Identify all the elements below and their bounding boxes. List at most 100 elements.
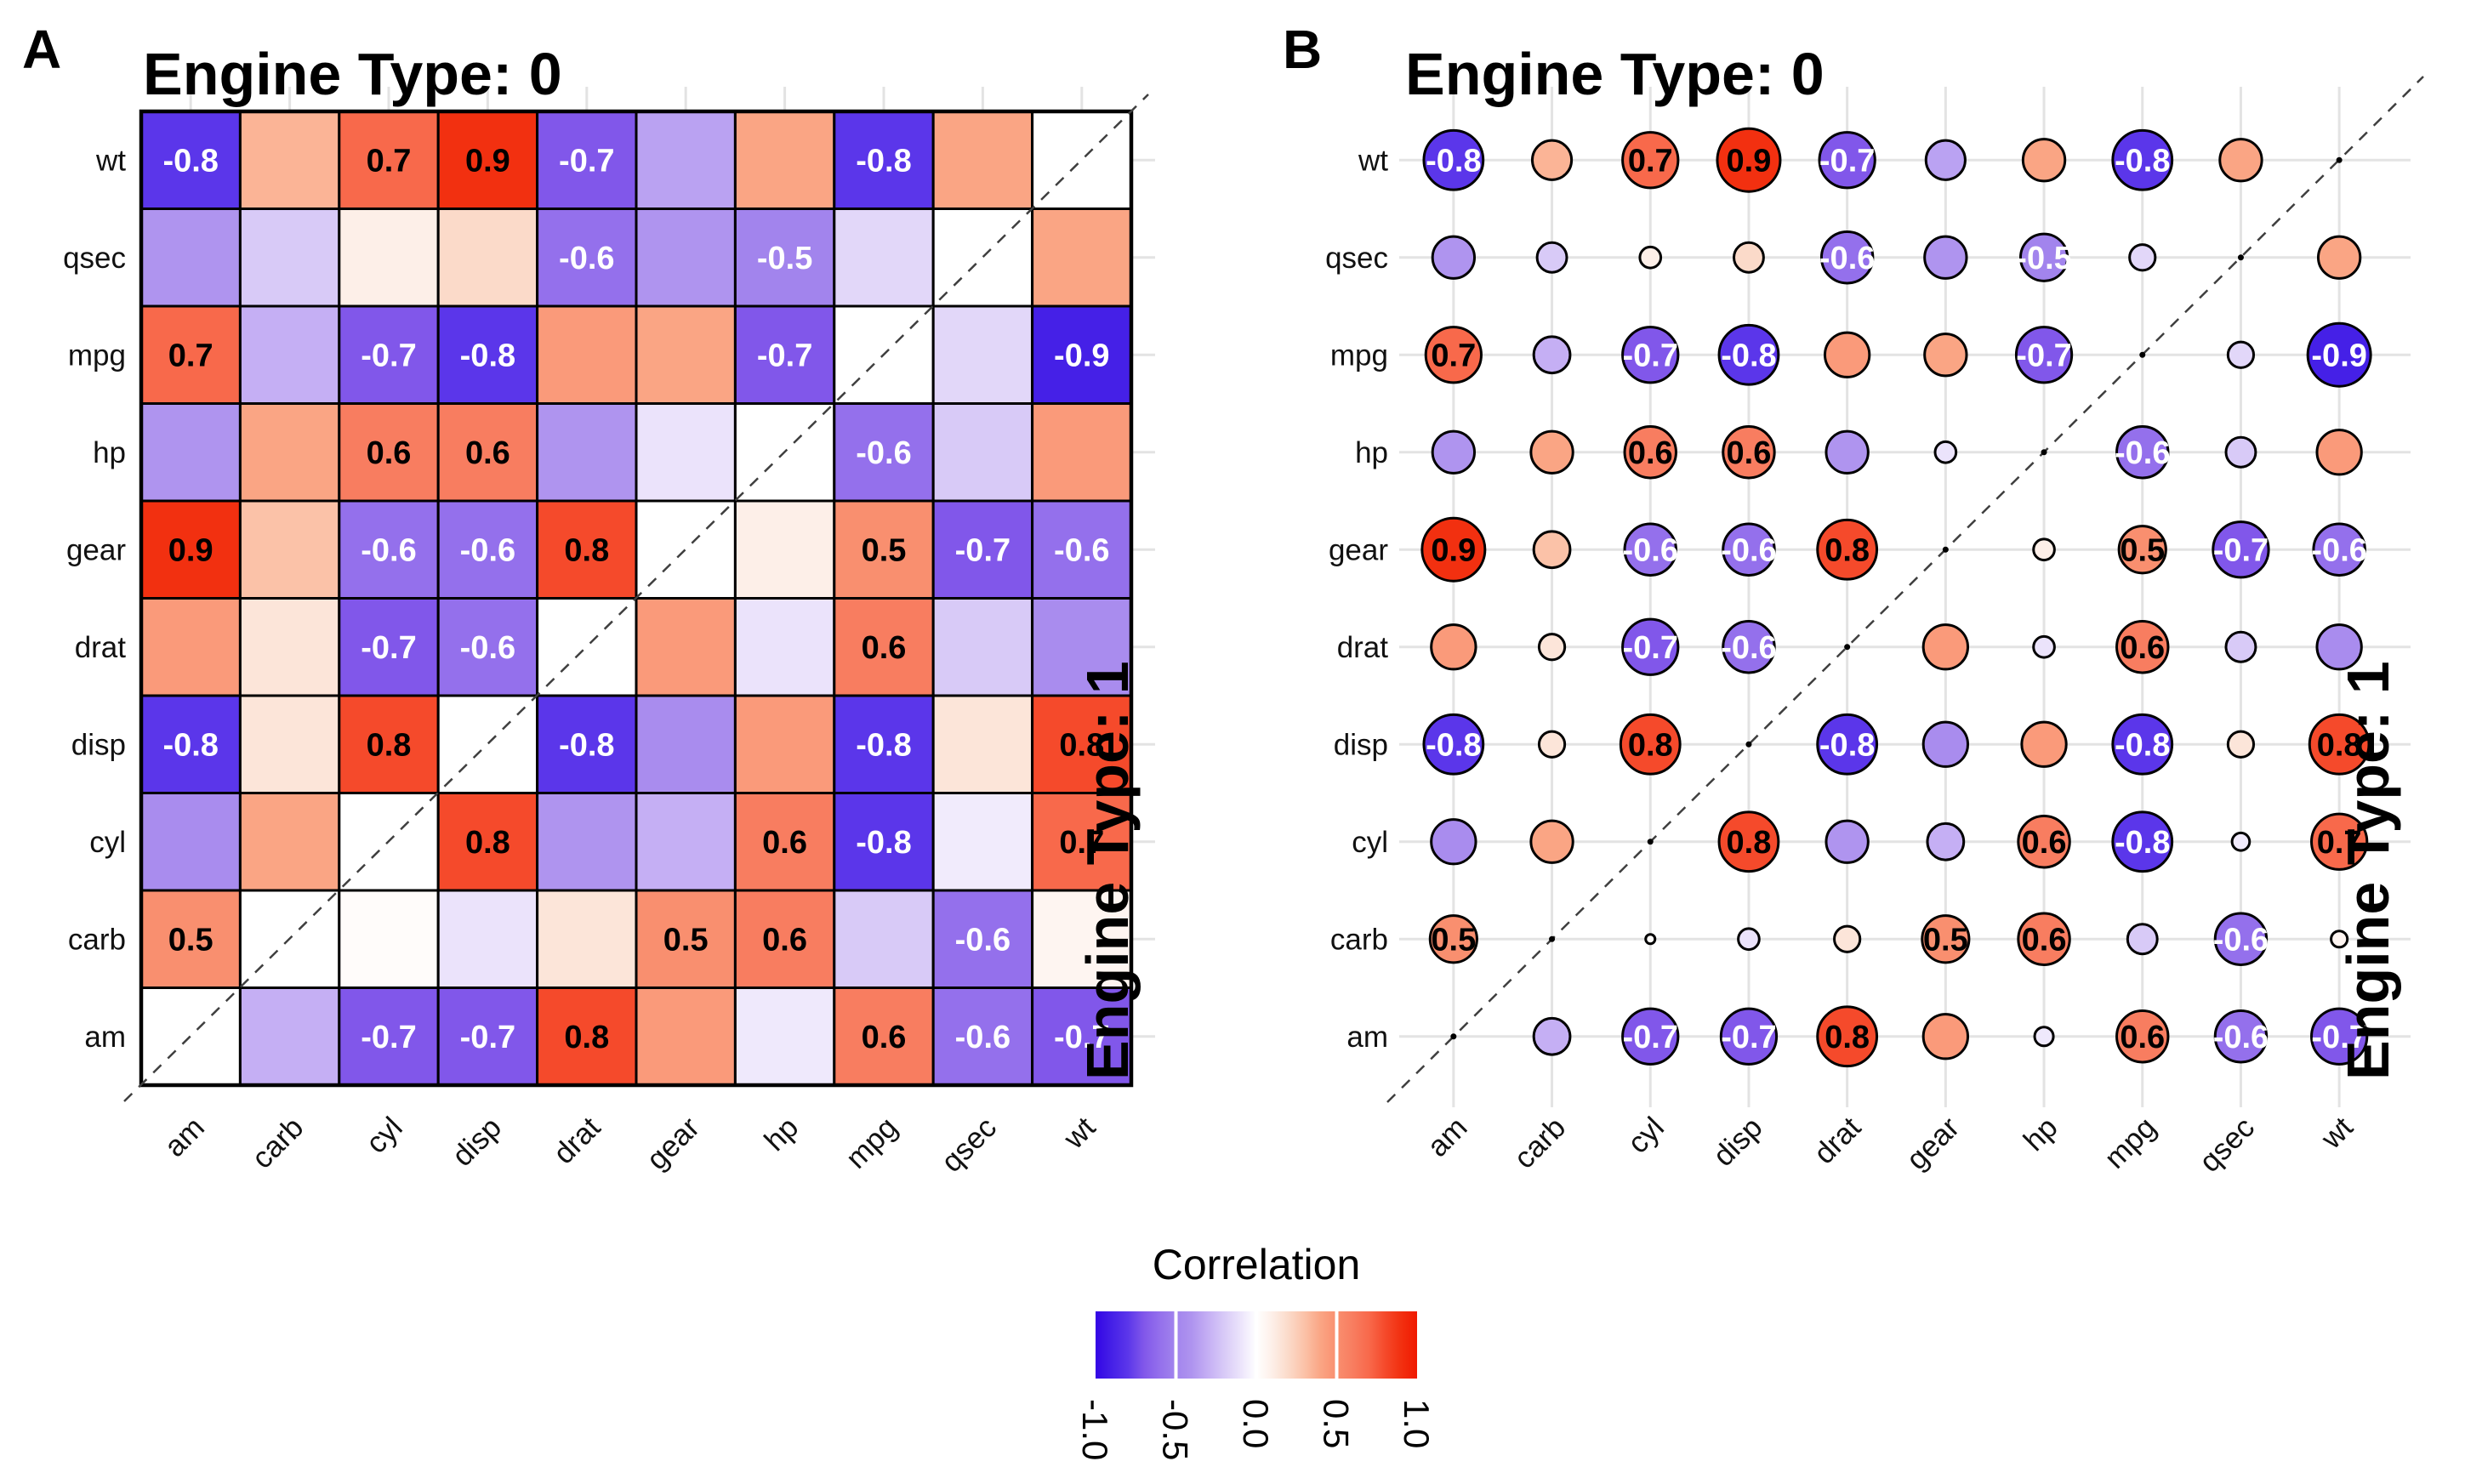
x-axis-label: carb xyxy=(246,1111,310,1175)
x-axis-label: am xyxy=(1421,1111,1474,1163)
heatmap-cell-am-cyl xyxy=(338,986,440,1087)
y-axis-label: gear xyxy=(1329,533,1388,566)
heatmap-cell-am-carb xyxy=(238,986,341,1087)
bubble-carb-hp xyxy=(2017,912,2071,966)
bubble-disp-am xyxy=(1422,713,1485,776)
bubble-am-gear xyxy=(1921,1013,1970,1060)
bubble-carb-wt xyxy=(2330,930,2349,949)
legend-colorbar: -1.0 -0.5 0.0 0.5 1.0 xyxy=(1075,1311,1437,1460)
heatmap-cell-am-qsec xyxy=(931,986,1034,1087)
bubble-carb-drat xyxy=(1833,924,1862,953)
y-axis-label: drat xyxy=(75,631,127,664)
bubble-hp-gear xyxy=(1933,440,1958,464)
cell-value-label: -0.6 xyxy=(955,1020,1010,1055)
bubble-mpg-wt xyxy=(2306,321,2372,388)
bubble-cyl-carb xyxy=(1529,819,1574,864)
panel-b-right-strip: Engine Type: 1 xyxy=(2335,661,2401,1080)
bubble-value-label: -0.7 xyxy=(1721,1020,1776,1055)
heatmap-cell-hp-drat xyxy=(536,402,638,503)
heatmap-cell-disp-carb xyxy=(238,694,341,794)
heatmap-cell-wt-hp xyxy=(733,110,836,210)
cell-value-label: -0.7 xyxy=(1054,1020,1109,1055)
y-axis-label: carb xyxy=(1330,923,1388,956)
heatmap-cell-disp-mpg xyxy=(833,694,935,794)
cell-value-label: 0.7 xyxy=(1059,825,1104,861)
bubble-qsec-wt xyxy=(2316,235,2362,280)
heatmap-cell-wt-cyl xyxy=(338,110,440,210)
diagonal-dot xyxy=(2336,156,2343,163)
bubble-value-label: -0.8 xyxy=(1426,143,1481,179)
diagonal-dot xyxy=(1450,1033,1457,1040)
bubble-value-label: -0.8 xyxy=(2115,825,2170,861)
bubble-cyl-disp xyxy=(1717,810,1780,873)
bubble-wt-cyl xyxy=(1621,131,1680,190)
heatmap-cell-mpg-drat xyxy=(536,304,638,405)
bubble-wt-drat xyxy=(1818,131,1876,190)
legend-tick-label: -0.5 xyxy=(1156,1399,1196,1460)
cell-value-label: -0.8 xyxy=(856,825,911,861)
cell-value-label: 0.6 xyxy=(367,435,412,471)
heatmap-cell-drat-am xyxy=(139,597,242,697)
bubble-disp-carb xyxy=(1537,730,1567,759)
heatmap-cell-drat-mpg xyxy=(833,597,935,697)
heatmap-cell-cyl-qsec xyxy=(931,792,1034,892)
legend-tick-label: 0.0 xyxy=(1236,1399,1276,1448)
cell-value-label: 0.6 xyxy=(862,630,907,666)
heatmap-cell-hp-am xyxy=(139,402,242,503)
bubble-drat-wt xyxy=(2315,623,2363,671)
heatmap-cell-carb-wt xyxy=(1031,889,1133,989)
cell-value-label: 0.5 xyxy=(168,922,213,958)
bubble-mpg-am xyxy=(1424,326,1483,384)
bubble-hp-disp xyxy=(1722,425,1776,480)
bubble-drat-qsec xyxy=(2224,630,2257,663)
bubble-drat-cyl xyxy=(1621,617,1680,676)
bubble-cyl-hp xyxy=(2017,815,2071,869)
heatmap-cell-gear-hp xyxy=(733,499,836,600)
bubble-value-label: 0.7 xyxy=(1628,143,1673,179)
bubble-am-cyl xyxy=(1621,1007,1680,1066)
cell-value-label: 0.6 xyxy=(762,825,807,861)
bubble-gear-cyl xyxy=(1623,522,1677,577)
heatmap-cell-cyl-gear xyxy=(635,792,737,892)
panel-b-correlogram: -0.8 0.7 0.9 -0.7 -0.8 -0.6 -0.5 0.7 -0.7 -0.8 -0.… xyxy=(1325,76,2424,1179)
bubble-am-qsec xyxy=(2213,1009,2269,1064)
bubble-carb-gear xyxy=(1921,914,1971,964)
legend-tick-mark xyxy=(1335,1311,1339,1379)
heatmap-cell-drat-carb xyxy=(238,597,341,697)
legend-tick-mark xyxy=(1255,1311,1258,1379)
y-axis-label: mpg xyxy=(1330,338,1388,372)
bubble-mpg-cyl xyxy=(1621,326,1680,384)
bubble-value-label: -0.8 xyxy=(1819,727,1875,763)
bubble-qsec-mpg xyxy=(2128,243,2157,272)
cell-value-label: -0.7 xyxy=(361,338,416,373)
x-axis-label: qsec xyxy=(2193,1111,2261,1179)
bubble-wt-gear xyxy=(1924,139,1967,181)
heatmap-cell-wt-mpg xyxy=(833,110,935,210)
bubble-value-label: -0.6 xyxy=(1819,241,1875,276)
bubble-drat-mpg xyxy=(2115,620,2170,674)
diagonal-dot xyxy=(2139,351,2146,358)
legend-title: Correlation xyxy=(1152,1241,1361,1288)
bubble-wt-hp xyxy=(2021,138,2067,183)
bubble-gear-wt xyxy=(2312,522,2366,577)
bubble-value-label: -0.6 xyxy=(2213,922,2269,958)
bubble-gear-mpg xyxy=(2117,525,2167,575)
x-axis-label: am xyxy=(158,1111,211,1163)
y-axis-label: mpg xyxy=(68,338,126,372)
bubble-value-label: -0.7 xyxy=(1623,338,1678,373)
diagonal-dot xyxy=(1745,741,1752,748)
diagonal-dot xyxy=(1844,644,1851,651)
diagonal-dot xyxy=(2041,449,2047,456)
heatmap-cell-wt-qsec xyxy=(931,110,1034,210)
bubble-mpg-gear xyxy=(1923,333,1968,378)
heatmap-cell-hp-disp xyxy=(436,402,539,503)
cell-value-label: 0.7 xyxy=(168,338,213,373)
bubble-value-label: 0.8 xyxy=(1727,825,1772,861)
x-axis-label: gear xyxy=(640,1111,706,1176)
diagonal-dot xyxy=(2237,254,2244,261)
bubble-disp-hp xyxy=(2020,720,2068,768)
y-axis-label: cyl xyxy=(1352,826,1388,859)
cell-value-label: 0.6 xyxy=(465,435,510,471)
bubble-mpg-qsec xyxy=(2226,340,2256,369)
bubble-value-label: 0.9 xyxy=(1727,143,1772,179)
